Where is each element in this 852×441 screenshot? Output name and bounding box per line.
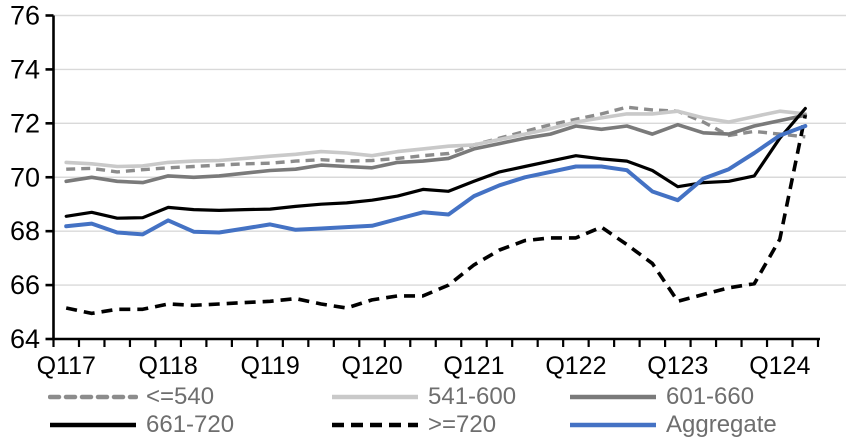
legend-label: 541-600 — [428, 383, 517, 410]
y-tick-label: 64 — [10, 324, 40, 354]
y-tick-label: 68 — [10, 216, 40, 246]
line-chart: 64 66 68 70 72 74 76 Q117 Q118 Q119 Q120 Q121 Q122 Q1… — [10, 1, 846, 380]
series-line-601660 — [64, 113, 808, 185]
legend-label: >=720 — [428, 411, 497, 438]
legend-item-541600: 541-600 — [330, 383, 516, 411]
legend-label: <=540 — [146, 383, 215, 410]
legend-swatch-icon — [332, 422, 418, 428]
legend-swatch-icon — [50, 422, 136, 428]
x-tick-label: Q118 — [139, 352, 198, 380]
y-tick-label: 66 — [10, 270, 40, 300]
legend-item-601660: 601-660 — [568, 383, 754, 411]
legend-row: <=540 541-600 601-660 — [0, 383, 852, 411]
y-tick-label: 74 — [10, 54, 40, 84]
y-tick-label: 76 — [10, 1, 40, 31]
x-tick-label: Q119 — [240, 352, 299, 380]
x-tick-label: Q122 — [545, 352, 606, 380]
legend-item-661720: 661-720 — [48, 411, 234, 439]
legend-label: 661-720 — [146, 411, 235, 438]
chart-legend: <=540 541-600 601-660 661-720 >=720 Aggregate — [0, 383, 852, 441]
legend-swatch-icon — [570, 394, 656, 400]
legend-item-720: >=720 — [330, 411, 496, 439]
y-tick-label: 70 — [10, 162, 40, 192]
series-line-541600 — [64, 109, 808, 169]
legend-label: 601-660 — [666, 383, 755, 410]
x-tick-label: Q117 — [37, 352, 96, 380]
legend-item-540: <=540 — [48, 383, 214, 411]
series-line-Aggregate — [64, 124, 808, 237]
x-tick-label: Q124 — [749, 352, 810, 380]
x-tick-label: Q120 — [341, 352, 402, 380]
series-line-661720 — [64, 106, 807, 220]
series-line-720 — [65, 114, 808, 316]
x-tick-label: Q123 — [647, 352, 708, 380]
y-tick-label: 72 — [10, 108, 40, 138]
legend-swatch-icon — [332, 394, 418, 400]
legend-swatch-icon — [570, 422, 656, 428]
x-tick-label: Q121 — [443, 352, 504, 380]
legend-swatch-icon — [48, 394, 138, 400]
legend-row: 661-720 >=720 Aggregate — [0, 411, 852, 439]
legend-item-Aggregate: Aggregate — [568, 411, 777, 439]
legend-label: Aggregate — [666, 411, 777, 438]
